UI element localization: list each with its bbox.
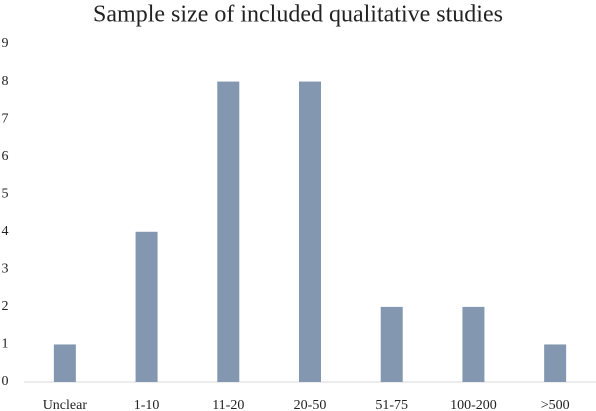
x-tick-label: 1-10 xyxy=(134,398,160,411)
y-tick-label: 3 xyxy=(2,262,9,277)
y-tick-label: 2 xyxy=(2,299,9,314)
bar xyxy=(462,306,485,382)
y-tick-label: 5 xyxy=(2,186,9,201)
x-tick-label: 100-200 xyxy=(450,398,497,411)
y-tick-label: 0 xyxy=(2,374,9,389)
y-tick-label: 4 xyxy=(2,224,9,239)
y-tick-label: 7 xyxy=(2,111,9,126)
bar xyxy=(53,344,76,382)
chart-title: Sample size of included qualitative stud… xyxy=(93,2,503,28)
bar xyxy=(380,306,403,382)
bar xyxy=(299,81,321,383)
y-tick-label: 9 xyxy=(2,36,9,51)
x-tick-label: 11-20 xyxy=(212,398,244,411)
x-tick-label: 20-50 xyxy=(294,398,327,411)
x-tick-label: Unclear xyxy=(43,398,88,411)
y-tick-label: 6 xyxy=(2,149,9,164)
y-tick-label: 1 xyxy=(2,337,9,352)
x-tick-label: 51-75 xyxy=(375,398,408,411)
bar xyxy=(544,344,567,382)
bar xyxy=(135,231,158,382)
y-tick-label: 8 xyxy=(2,74,9,89)
x-tick-label: >500 xyxy=(541,398,570,411)
bar xyxy=(217,81,240,383)
